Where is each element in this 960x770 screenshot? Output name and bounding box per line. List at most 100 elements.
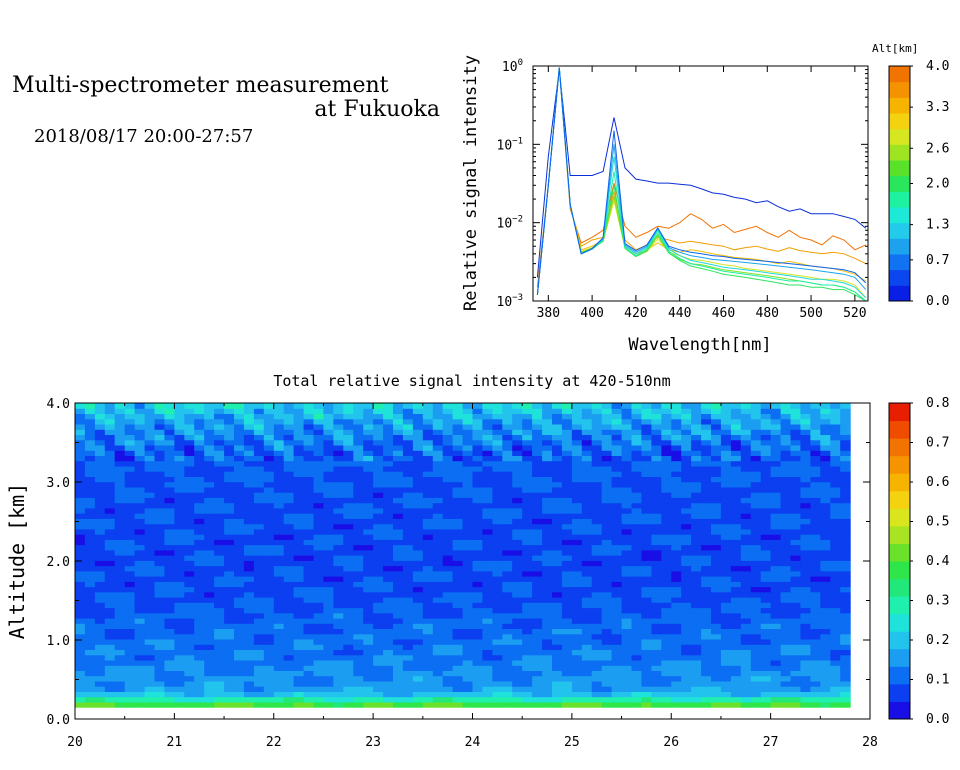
heatmap-cell xyxy=(194,549,205,556)
heatmap-cell xyxy=(75,597,86,603)
heatmap-cell xyxy=(363,439,374,446)
heatmap-cell xyxy=(75,460,86,467)
heatmap-cell xyxy=(253,607,265,614)
heatmap-cell xyxy=(323,628,334,635)
heatmap-cell xyxy=(532,424,543,430)
heatmap-cell xyxy=(452,534,464,540)
heatmap-cell xyxy=(720,523,732,530)
heatmap-cell xyxy=(750,403,762,409)
heatmap-cell xyxy=(253,539,265,546)
heatmap-cell xyxy=(422,581,434,588)
heatmap-cell xyxy=(780,560,792,567)
heatmap-cell xyxy=(393,654,404,661)
heatmap-cell xyxy=(94,560,106,567)
heatmap-cell xyxy=(820,701,831,708)
heatmap-cell xyxy=(393,518,404,525)
heatmap-cell xyxy=(114,555,126,561)
heatmap-cell xyxy=(711,424,722,430)
heatmap-cell xyxy=(740,623,752,629)
heatmap-cell xyxy=(601,445,613,451)
heatmap-cell xyxy=(611,465,623,472)
heatmap-cell xyxy=(492,445,503,451)
heatmap-cell xyxy=(313,691,324,698)
heatmap-cell xyxy=(631,612,642,619)
date-range: 2018/08/17 20:00-27:57 xyxy=(34,126,254,147)
heatmap-cell xyxy=(750,623,762,629)
heatmap-cell xyxy=(730,439,742,446)
heatmap-cell xyxy=(343,691,354,698)
heatmap-cell xyxy=(760,586,772,593)
heatmap-cell xyxy=(740,549,752,556)
heatmap-cell xyxy=(194,492,205,498)
heatmap-cell xyxy=(283,570,295,577)
heatmap-cell xyxy=(204,476,215,483)
heatmap-cell xyxy=(154,612,165,619)
heatmap-cell xyxy=(830,686,841,692)
heatmap-cell xyxy=(422,618,434,624)
heatmap-cell xyxy=(134,665,146,671)
heatmap-cell xyxy=(353,450,364,456)
heatmap-cell xyxy=(383,644,394,650)
heatmap-cell xyxy=(184,418,195,425)
heatmap-cell xyxy=(412,597,424,603)
heatmap-cell xyxy=(273,570,285,577)
heatmap-cell xyxy=(552,465,563,472)
heatmap-cell xyxy=(661,607,672,614)
heatmap-cell xyxy=(571,649,583,656)
heatmap-cell xyxy=(552,555,563,561)
heatmap-cell xyxy=(343,418,354,425)
heatmap-cell xyxy=(323,534,334,540)
heatmap-cell xyxy=(571,560,583,567)
heatmap-cell xyxy=(502,497,513,504)
heatmap-cell xyxy=(84,576,96,582)
heatmap-cell xyxy=(363,523,374,530)
heatmap-cell xyxy=(383,424,394,430)
heatmap-cell xyxy=(134,450,146,456)
heatmap-cell xyxy=(820,434,831,441)
heatmap-cell xyxy=(114,418,126,425)
heatmap-cell xyxy=(84,413,96,420)
heatmap-cell xyxy=(194,628,205,635)
heatmap-cell xyxy=(552,507,563,514)
heatmap-cell xyxy=(651,660,662,666)
heatmap-cell xyxy=(770,623,782,629)
heatmap-cell xyxy=(402,665,414,671)
heatmap-cell xyxy=(830,476,841,483)
heatmap-cell xyxy=(353,597,364,603)
heatmap-cell xyxy=(383,434,394,441)
heatmap-cell xyxy=(184,633,195,640)
heatmap-cell xyxy=(552,633,563,640)
heatmap-cell xyxy=(353,445,364,451)
heatmap-cell xyxy=(293,455,305,462)
heatmap-cell xyxy=(313,434,324,441)
heatmap-cell xyxy=(492,492,503,498)
heatmap-cell xyxy=(502,660,513,666)
heatmap-cell xyxy=(780,450,792,456)
altitude-colorbar-label: 1.3 xyxy=(926,218,949,233)
heatmap-cell xyxy=(442,660,454,666)
heatmap-cell xyxy=(94,565,106,572)
heatmap-cell xyxy=(184,465,195,472)
heatmap-cell xyxy=(224,502,235,509)
heatmap-cell xyxy=(631,403,642,409)
heatmap-cell xyxy=(234,492,245,498)
heatmap-cell xyxy=(323,429,334,435)
heatmap-cell xyxy=(691,434,702,441)
heatmap-cell xyxy=(154,691,165,698)
heatmap-cell xyxy=(134,434,146,441)
heatmap-cell xyxy=(651,434,662,441)
heatmap-cell xyxy=(641,497,652,504)
heatmap-cell xyxy=(114,471,126,477)
heatmap-cell xyxy=(263,507,275,514)
heatmap-cell xyxy=(224,523,235,530)
heatmap-cell xyxy=(671,403,682,409)
heatmap-cell xyxy=(114,518,126,525)
heatmap-cell xyxy=(422,628,434,635)
heatmap-cell xyxy=(601,660,613,666)
heatmap-cell xyxy=(760,565,772,572)
heatmap-cell xyxy=(591,576,603,582)
heatmap-cell xyxy=(621,465,633,472)
heatmap-cell xyxy=(164,560,175,567)
heatmap-cell xyxy=(243,660,255,666)
heatmap-cell xyxy=(253,403,265,409)
